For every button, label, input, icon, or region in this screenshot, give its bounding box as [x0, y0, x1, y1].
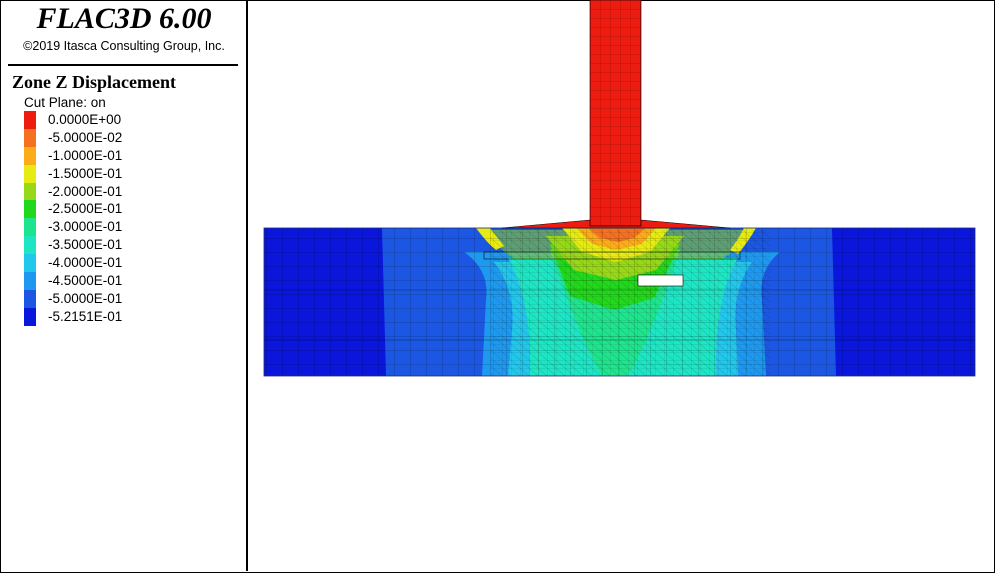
legend-swatch — [24, 254, 36, 273]
legend-label: -3.5000E-01 — [48, 237, 123, 253]
legend-swatch — [24, 128, 36, 147]
column — [590, 0, 641, 226]
legend-label: -2.0000E-01 — [48, 183, 123, 199]
legend-item: -2.0000E-01 — [24, 182, 234, 201]
legend-swatch — [24, 164, 36, 183]
cut-plane-status: Cut Plane: on — [24, 95, 106, 110]
legend-swatch — [24, 182, 36, 201]
copyright-text: ©2019 Itasca Consulting Group, Inc. — [23, 39, 225, 53]
legend-swatch — [24, 236, 36, 255]
column-mesh — [590, 0, 641, 226]
slab-mesh-refined — [490, 230, 770, 376]
legend-swatch — [24, 200, 36, 219]
legend-item: -4.5000E-01 — [24, 272, 234, 291]
legend-item: -4.0000E-01 — [24, 254, 234, 273]
legend-swatch — [24, 272, 36, 291]
app-title: FLAC3D 6.00 — [36, 2, 212, 35]
legend-label: -5.0000E-01 — [48, 290, 123, 306]
legend-label: -3.0000E-01 — [48, 219, 123, 235]
model-viewport[interactable] — [250, 0, 993, 571]
legend-label: -4.0000E-01 — [48, 255, 123, 271]
legend-label: 0.0000E+00 — [48, 112, 122, 127]
embedded-plate — [483, 251, 741, 260]
legend-label: -5.2151E-01 — [48, 308, 123, 324]
legend-swatch — [24, 146, 36, 165]
legend-item: -3.0000E-01 — [24, 218, 234, 237]
contour-plot — [263, 0, 976, 377]
legend-panel: FLAC3D 6.00 ©2019 Itasca Consulting Grou… — [0, 0, 248, 571]
cavity — [637, 274, 684, 287]
legend-item: -3.5000E-01 — [24, 236, 234, 255]
legend-title: Zone Z Displacement — [12, 72, 176, 92]
legend-item: -2.5000E-01 — [24, 200, 234, 219]
contour-legend: 0.0000E+00 -5.0000E-02 -1.0000E-01 -1.50… — [24, 111, 234, 326]
legend-label: -2.5000E-01 — [48, 201, 123, 217]
legend-swatch — [24, 218, 36, 237]
legend-item: -5.0000E-01 — [24, 289, 234, 308]
legend-item: -1.0000E-01 — [24, 146, 234, 165]
legend-label: -1.0000E-01 — [48, 147, 123, 163]
legend-label: -1.5000E-01 — [48, 165, 123, 181]
legend-label: -5.0000E-02 — [48, 129, 123, 145]
legend-swatch — [24, 289, 36, 308]
legend-item: -5.2151E-01 — [24, 307, 234, 326]
legend-item: -1.5000E-01 — [24, 164, 234, 183]
slab-contours — [264, 228, 975, 376]
legend-swatch — [24, 111, 36, 129]
legend-label: -4.5000E-01 — [48, 273, 123, 289]
legend-item: 0.0000E+00 — [24, 111, 234, 129]
legend-item: -5.0000E-02 — [24, 128, 234, 147]
legend-divider — [8, 64, 238, 66]
column-outline — [589, 0, 642, 227]
legend-swatch — [24, 307, 36, 326]
